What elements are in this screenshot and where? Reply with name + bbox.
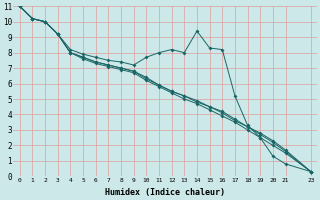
- X-axis label: Humidex (Indice chaleur): Humidex (Indice chaleur): [105, 188, 225, 197]
